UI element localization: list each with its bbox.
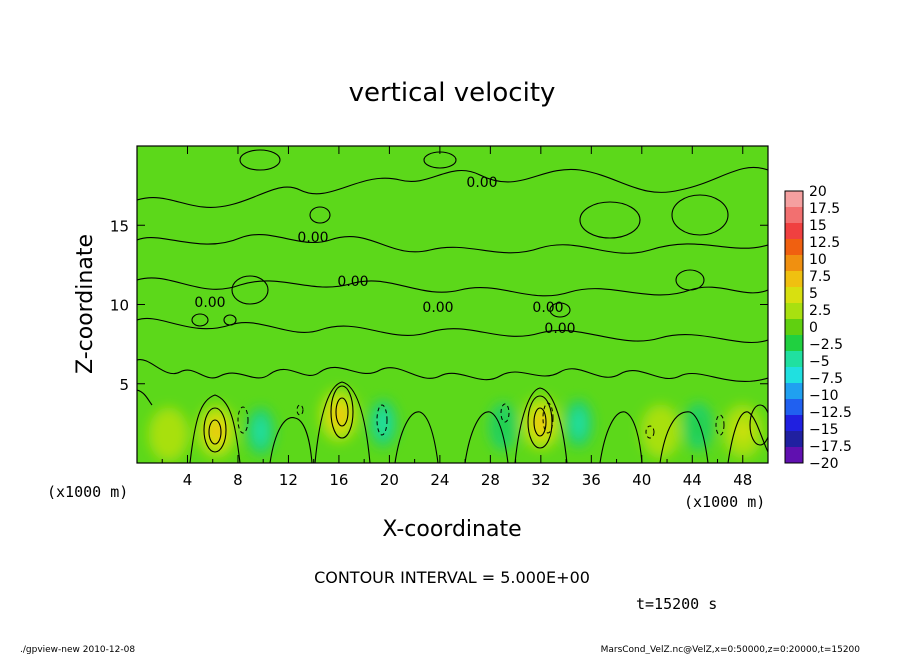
- downdraft-core-1: [376, 409, 391, 438]
- contour-label: 0.00: [194, 295, 225, 311]
- colorbar-label: −2.5: [809, 337, 843, 353]
- contour-label-group: 0.00 0.00 0.00 0.00 0.00 0.00 0.00: [194, 175, 575, 337]
- colorbar-label: 2.5: [809, 303, 831, 319]
- colorbar-swatch: [785, 335, 803, 351]
- x-axis-ticks: 4 8 12 16 20 24 28 32 36 40 44 48: [161, 146, 752, 489]
- colorbar-swatch: [785, 255, 803, 271]
- x-tick-label: 40: [632, 471, 651, 489]
- chart-title: vertical velocity: [349, 78, 556, 108]
- colorbar-label: −5: [809, 354, 830, 370]
- colorbar-label: −17.5: [809, 439, 852, 455]
- colorbar-swatch: [785, 415, 803, 431]
- updraft-peak-0: [210, 421, 223, 441]
- colorbar-swatch: [785, 351, 803, 367]
- plot-area: 0.000.000.000.00 0.00 0.000.00 4 8 12 16 20 24 2…: [110, 145, 769, 489]
- colorbar-frame: [784, 190, 804, 464]
- colorbar-label: 5: [809, 286, 818, 302]
- updraft-peak-3: [736, 421, 749, 441]
- negative-contours: [237, 402, 725, 439]
- colorbar-label: 15: [809, 218, 827, 234]
- contour-label: 0.00: [337, 274, 368, 290]
- colorbar-label: −10: [809, 388, 839, 404]
- colorbar-label: −15: [809, 422, 839, 438]
- colorbar-label: 7.5: [809, 269, 831, 285]
- y-axis-label: Z-coordinate: [73, 234, 98, 374]
- colorbar-swatch: [785, 383, 803, 399]
- downdraft-core-0: [253, 417, 268, 446]
- contour-label: 0.00: [297, 230, 328, 246]
- downdraft-core-3: [495, 412, 510, 441]
- x-axis-label: X-coordinate: [382, 517, 521, 542]
- x-tick-label: 16: [329, 471, 348, 489]
- y-tick-label: 10: [110, 297, 129, 315]
- colorbar-swatch: [785, 207, 803, 223]
- time-label: t=15200 s: [636, 595, 717, 613]
- y-axis-ticks: 5 10 15: [110, 217, 768, 394]
- x-unit-left: (x1000 m): [47, 483, 128, 501]
- colorbar-swatch: [785, 287, 803, 303]
- x-tick-label: 28: [481, 471, 500, 489]
- colorbar-label: 10: [809, 252, 827, 268]
- x-tick-label: 32: [531, 471, 550, 489]
- colorbar-swatch: [785, 239, 803, 255]
- x-tick-label: 4: [183, 471, 193, 489]
- x-tick-label: 44: [683, 471, 702, 489]
- downdraft-core-2: [571, 409, 586, 438]
- contour-interval: CONTOUR INTERVAL = 5.000E+00: [314, 568, 590, 587]
- y-tick-label: 5: [119, 376, 129, 394]
- contour-label: 0.00: [422, 300, 453, 316]
- colorbar-label: −20: [809, 456, 839, 472]
- colorbar-label: 0: [809, 320, 818, 336]
- colorbar-label: −7.5: [809, 371, 843, 387]
- colorbar-swatch: [785, 399, 803, 415]
- contour-label: 0.00: [466, 175, 497, 191]
- colorbar-swatch: [785, 367, 803, 383]
- colorbar-swatch: [785, 271, 803, 287]
- colorbar-label: 20: [809, 184, 827, 200]
- contour-label: 0.00: [532, 300, 563, 316]
- colorbar-swatch: [785, 191, 803, 207]
- x-tick-label: 36: [582, 471, 601, 489]
- footer-left: ./gpview-new 2010-12-08: [20, 645, 135, 654]
- colorbar-label: 17.5: [809, 201, 840, 217]
- y-tick-label: 15: [110, 217, 129, 235]
- contour-label: 0.00: [544, 321, 575, 337]
- colorbar-swatch: [785, 447, 803, 463]
- x-tick-label: 24: [430, 471, 449, 489]
- colorbar: 2017.51512.5107.552.50−2.5−5−7.5−10−12.5…: [784, 184, 852, 472]
- colorbar-swatch: [785, 223, 803, 239]
- contour-lines: [137, 149, 768, 463]
- colorbar-label: 12.5: [809, 235, 840, 251]
- updraft-peak-1: [332, 405, 345, 425]
- colorbar-swatch: [785, 303, 803, 319]
- colorbar-swatch: [785, 431, 803, 447]
- x-tick-label: 48: [733, 471, 752, 489]
- updraft-peak-5: [654, 421, 667, 441]
- colorbar-swatch: [785, 319, 803, 335]
- x-tick-label: 20: [380, 471, 399, 489]
- x-unit-right: (x1000 m): [684, 493, 765, 511]
- x-tick-label: 12: [279, 471, 298, 489]
- colorbar-label: −12.5: [809, 405, 852, 421]
- x-tick-label: 8: [233, 471, 243, 489]
- updraft-peak-4: [162, 424, 175, 444]
- footer-right: MarsCond_VelZ.nc@VelZ,x=0:50000,z=0:2000…: [601, 645, 861, 654]
